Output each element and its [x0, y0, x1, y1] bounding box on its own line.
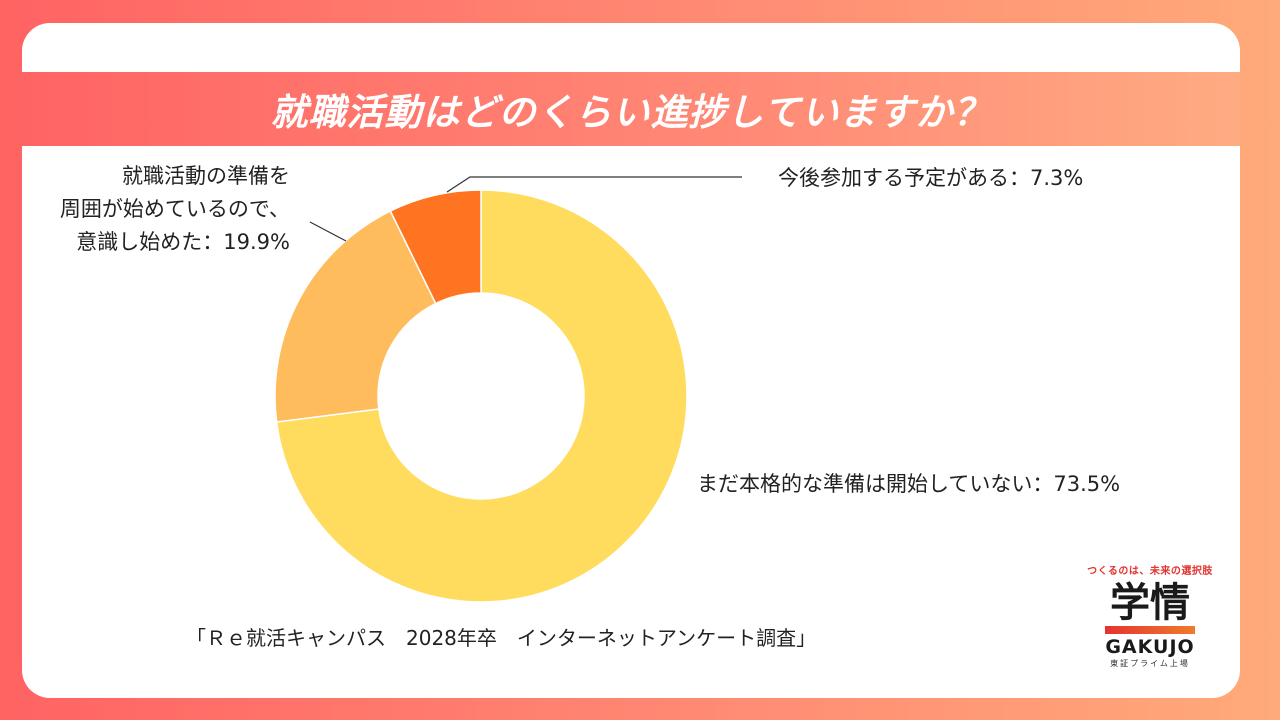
- leader-lines: [309, 176, 742, 242]
- slice-planned: [389, 189, 482, 305]
- slice-aware: [274, 209, 437, 423]
- label-slice-aware-line-3: 意識し始めた：19.9%: [76, 230, 290, 254]
- logo-name-en: GAKUJO: [1105, 636, 1195, 658]
- slice-not-started: [275, 189, 688, 603]
- label-slice-aware-line-2: 周囲が始めているので、: [59, 197, 290, 221]
- label-slice-aware: 就職活動の準備を 周囲が始めているので、 意識し始めた：19.9%: [60, 160, 290, 259]
- logo-subtitle: 東証プライム上場: [1110, 659, 1190, 668]
- slide-card: 就職活動はどのくらい進捗していますか？: [22, 23, 1240, 698]
- leader-line-planned: [446, 176, 742, 193]
- chart-title: 就職活動はどのくらい進捗していますか？: [270, 91, 992, 134]
- label-slice-planned: 今後参加する予定がある：7.3%: [778, 166, 1084, 190]
- logo-name: 学情: [1110, 579, 1190, 626]
- label-slice-aware-line-1: 就職活動の準備を: [122, 164, 290, 188]
- donut-slices: [274, 189, 688, 603]
- title-band: 就職活動はどのくらい進捗していますか？: [22, 72, 1240, 146]
- source-note: 「Ｒｅ就活キャンパス 2028年卒 インターネットアンケート調査」: [186, 626, 817, 650]
- logo-tagline: つくるのは、未来の選択肢: [1087, 566, 1213, 577]
- logo-bar: [1105, 626, 1195, 634]
- label-slice-not-started: まだ本格的な準備は開始していない：73.5%: [697, 472, 1121, 496]
- leader-line-aware: [309, 221, 347, 242]
- gakujo-logo: つくるのは、未来の選択肢 学情 GAKUJO 東証プライム上場: [1080, 562, 1220, 692]
